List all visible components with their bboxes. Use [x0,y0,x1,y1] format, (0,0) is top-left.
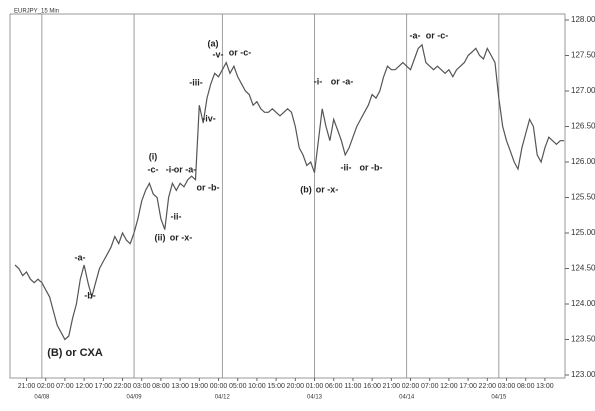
x-tick-label: 21:00 [383,383,401,390]
x-tick-label: 02:00 [37,383,55,390]
x-tick-label: 22:00 [479,383,497,390]
wave-label: -b- [84,290,96,300]
wave-label: -v- [213,49,224,59]
wave-label: (ii) [155,232,166,242]
x-tick-label: 10:00 [248,383,266,390]
x-tick-label: 03:00 [133,383,151,390]
wave-label: or -c- [426,30,449,40]
wave-label: -a- [75,252,86,262]
wave-label: or -a- [331,76,354,86]
wave-label: -iii- [189,77,203,87]
wave-label: -ii- [171,211,182,221]
x-tick-label: 13:00 [536,383,554,390]
x-tick-label: 11:00 [344,383,361,390]
y-tick-label: 123.50 [571,335,595,344]
wave-label: or -b- [197,182,220,192]
wave-label: or -c- [229,47,252,57]
wave-label: -iv- [202,113,216,123]
wave-label: or -a- [174,164,197,174]
plot-frame [9,13,566,379]
x-tick-label: 17:00 [459,383,477,390]
wave-label: -c- [148,164,159,174]
wave-label: (i) [149,151,158,161]
wave-label: -ii- [341,162,352,172]
wave-label: or -b- [360,162,383,172]
x-tick-label: 17:00 [95,383,113,390]
x-tick-label: 07:00 [421,383,439,390]
price-line [14,43,565,341]
wave-label: (b) [300,184,312,194]
date-label: 04/12 [215,395,231,401]
wave-label: (a) [208,38,219,48]
x-tick-label: 06:00 [325,383,343,390]
x-tick-label: 21:00 [18,383,36,390]
date-label: 04/14 [399,395,415,401]
x-tick-label: 02:00 [402,383,420,390]
wave-label: (B) or CXA [47,347,103,359]
y-tick-label: 125.00 [571,228,595,237]
x-tick-label: 00:00 [210,383,228,390]
x-tick-label: 15:00 [267,383,285,390]
x-tick-label: 22:00 [114,383,132,390]
y-tick-label: 124.00 [571,299,595,308]
wave-label: -a- [410,30,421,40]
x-tick-label: 07:00 [56,383,74,390]
wave-label: or -x- [170,232,193,242]
x-tick-label: 08:00 [152,383,170,390]
chart-title: EURJPY_15 Min [14,9,59,15]
x-tick-label: 20:00 [287,383,305,390]
x-tick-label: 05:00 [229,383,247,390]
y-tick-label: 126.50 [571,122,595,131]
x-tick-label: 13:00 [171,383,189,390]
y-tick-label: 123.00 [571,370,595,379]
date-label: 04/08 [34,395,50,401]
date-label: 04/15 [491,395,507,401]
y-tick-label: 125.50 [571,193,595,202]
wave-label: -i- [314,76,323,86]
x-tick-label: 03:00 [498,383,516,390]
date-label: 04/09 [127,395,143,401]
x-tick-label: 19:00 [191,383,209,390]
x-tick-label: 01:00 [306,383,324,390]
y-tick-label: 127.50 [571,51,595,60]
wave-label: -i- [166,164,175,174]
y-tick-label: 124.50 [571,264,595,273]
x-tick-label: 12:00 [75,383,93,390]
y-tick-label: 128.00 [571,15,595,24]
x-tick-label: 08:00 [517,383,535,390]
x-tick-label: 12:00 [440,383,458,390]
date-label: 04/13 [307,395,323,401]
y-tick-label: 126.00 [571,157,595,166]
x-tick-label: 16:00 [363,383,381,390]
wave-label: or -x- [316,184,339,194]
y-tick-label: 127.00 [571,86,595,95]
